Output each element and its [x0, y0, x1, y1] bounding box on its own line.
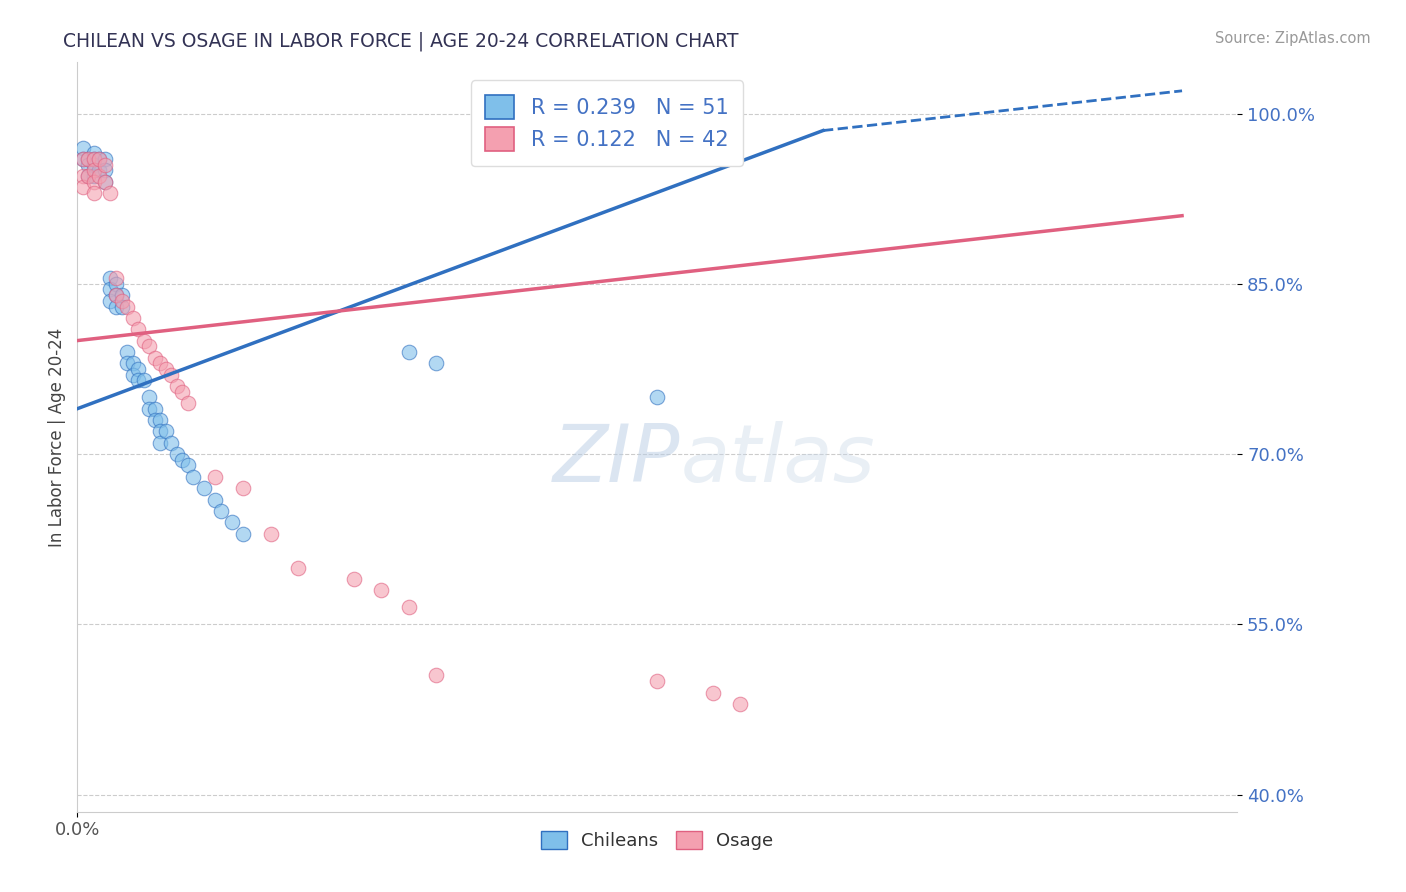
Point [105, 277, 127, 291]
Point [83, 175, 105, 189]
Point [77, 169, 100, 183]
Point [72, 152, 94, 166]
Legend: Chileans, Osage: Chileans, Osage [533, 822, 782, 859]
Point [177, 396, 200, 410]
Point [138, 390, 160, 404]
Point [83, 186, 105, 200]
Text: CHILEAN VS OSAGE IN LABOR FORCE | AGE 20-24 CORRELATION CHART: CHILEAN VS OSAGE IN LABOR FORCE | AGE 20… [63, 31, 738, 51]
Point [172, 452, 194, 467]
Point [398, 345, 420, 359]
Point [127, 362, 149, 376]
Point [425, 668, 447, 682]
Point [94, 175, 117, 189]
Point [115, 345, 138, 359]
Point [110, 288, 132, 302]
Point [105, 271, 127, 285]
Point [100, 293, 122, 308]
Point [77, 152, 100, 166]
Point [121, 310, 143, 325]
Point [83, 152, 105, 166]
Point [221, 515, 243, 529]
Point [172, 384, 194, 399]
Point [100, 271, 122, 285]
Point [83, 163, 105, 178]
Point [155, 425, 177, 439]
Point [83, 169, 105, 183]
Point [94, 158, 117, 172]
Point [149, 435, 172, 450]
Point [425, 356, 447, 370]
Point [143, 413, 166, 427]
Point [645, 674, 669, 689]
Y-axis label: In Labor Force | Age 20-24: In Labor Force | Age 20-24 [48, 327, 66, 547]
Point [77, 152, 100, 166]
Point [115, 356, 138, 370]
Point [132, 373, 155, 387]
Point [127, 373, 149, 387]
Point [166, 379, 188, 393]
Point [105, 288, 127, 302]
Point [160, 435, 183, 450]
Point [105, 288, 127, 302]
Point [94, 175, 117, 189]
Point [143, 401, 166, 416]
Point [77, 158, 100, 172]
Point [72, 152, 94, 166]
Point [72, 140, 94, 154]
Point [183, 470, 205, 484]
Point [83, 152, 105, 166]
Point [132, 334, 155, 348]
Point [398, 600, 420, 615]
Point [342, 572, 364, 586]
Point [143, 351, 166, 365]
Point [89, 152, 111, 166]
Point [160, 368, 183, 382]
Point [94, 163, 117, 178]
Text: atlas: atlas [681, 420, 876, 499]
Point [232, 481, 254, 495]
Point [728, 697, 751, 711]
Point [121, 356, 143, 370]
Point [204, 492, 226, 507]
Point [94, 152, 117, 166]
Point [83, 146, 105, 161]
Point [370, 583, 392, 598]
Point [115, 300, 138, 314]
Point [110, 300, 132, 314]
Point [83, 158, 105, 172]
Point [72, 169, 94, 183]
Point [121, 368, 143, 382]
Point [89, 163, 111, 178]
Point [72, 180, 94, 194]
Point [110, 293, 132, 308]
Point [105, 300, 127, 314]
Point [89, 152, 111, 166]
Point [100, 186, 122, 200]
Text: ZIP: ZIP [553, 420, 681, 499]
Point [287, 560, 309, 574]
Point [149, 356, 172, 370]
Point [260, 526, 283, 541]
Point [177, 458, 200, 473]
Point [204, 470, 226, 484]
Text: Source: ZipAtlas.com: Source: ZipAtlas.com [1215, 31, 1371, 46]
Point [89, 169, 111, 183]
Point [138, 339, 160, 353]
Point [232, 526, 254, 541]
Point [138, 401, 160, 416]
Point [155, 362, 177, 376]
Point [209, 504, 232, 518]
Point [100, 283, 122, 297]
Point [77, 169, 100, 183]
Point [149, 425, 172, 439]
Point [149, 413, 172, 427]
Point [166, 447, 188, 461]
Point [702, 685, 724, 699]
Point [193, 481, 215, 495]
Point [127, 322, 149, 336]
Point [645, 390, 669, 404]
